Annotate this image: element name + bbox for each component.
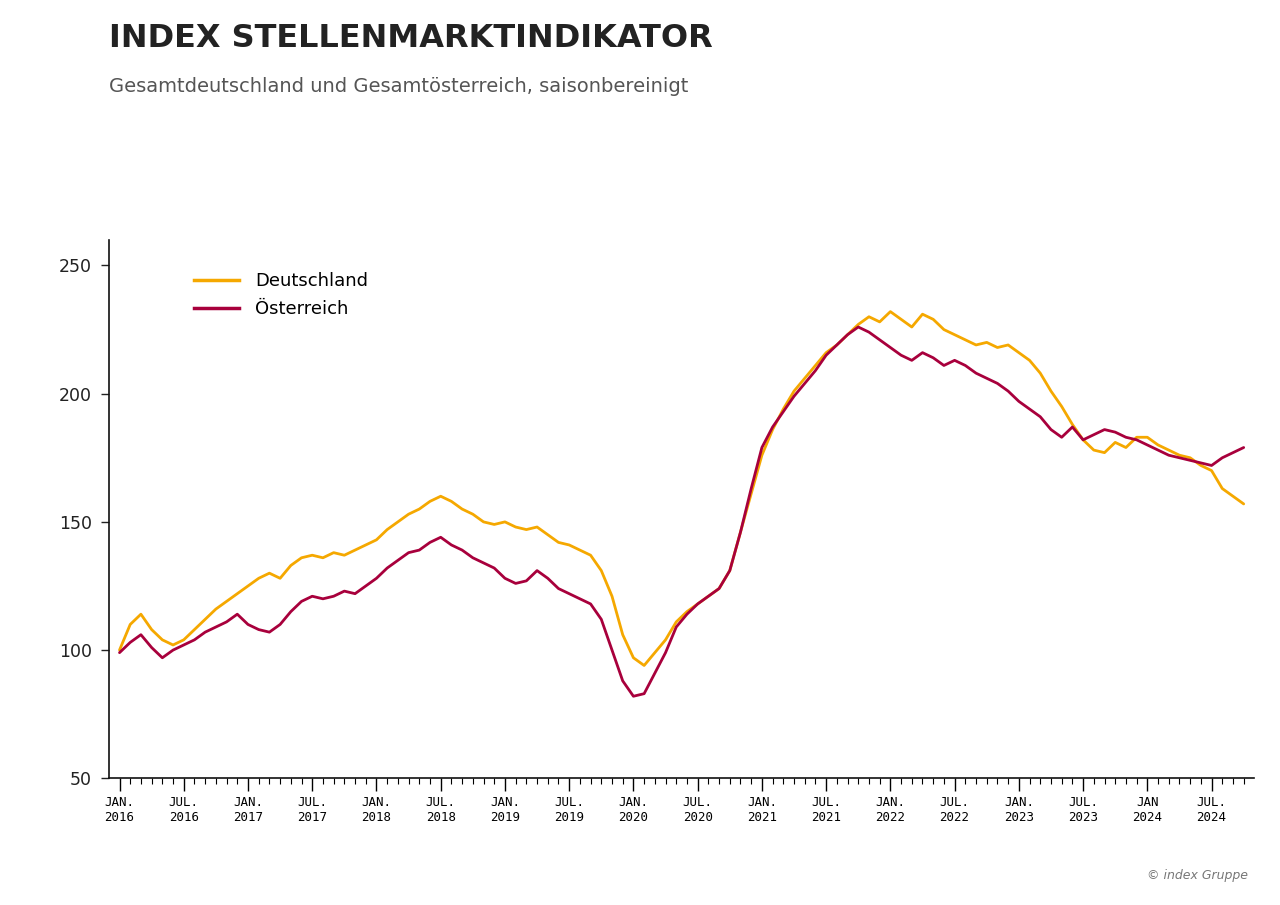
Text: Gesamtdeutschland und Gesamtösterreich, saisonbereinigt: Gesamtdeutschland und Gesamtösterreich, … [109,77,689,96]
Text: INDEX STELLENMARKTINDIKATOR: INDEX STELLENMARKTINDIKATOR [109,23,713,53]
Text: © index Gruppe: © index Gruppe [1147,870,1248,882]
Legend: Deutschland, Österreich: Deutschland, Österreich [187,265,375,326]
